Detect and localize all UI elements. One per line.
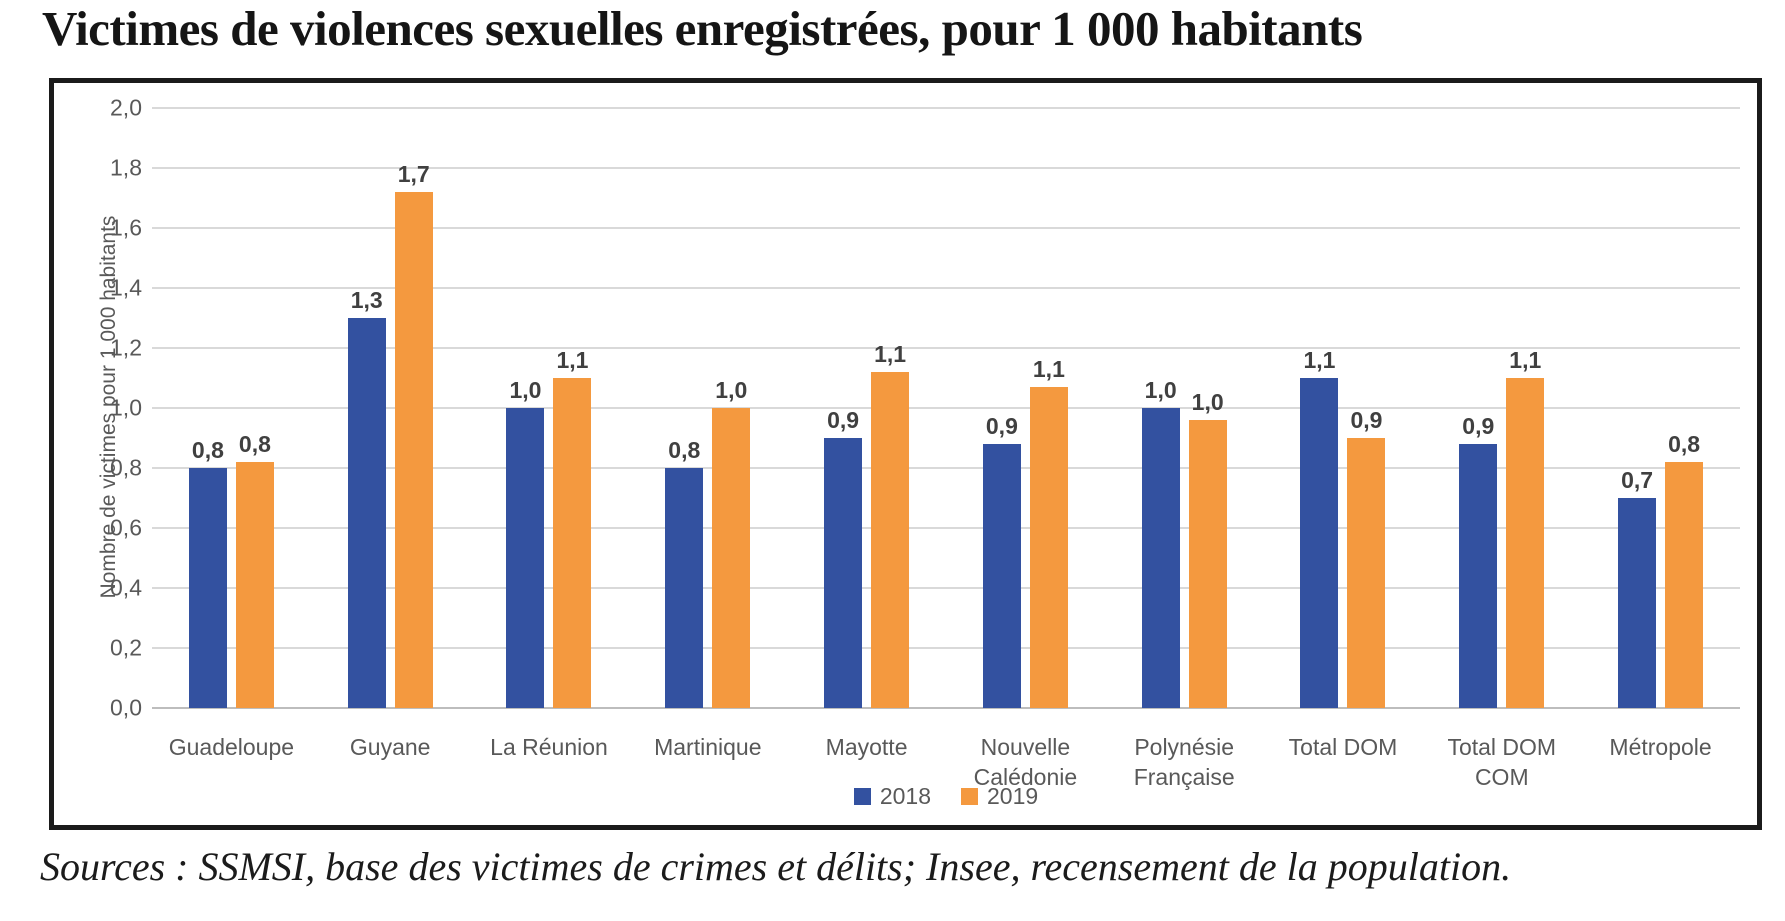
bar-value-label: 1,0 <box>1144 377 1177 403</box>
chart-frame: Nombre de victimes pour 1 000 habitants … <box>49 78 1762 830</box>
bar-value-label: 0,7 <box>1621 467 1654 493</box>
bar-value-label: 0,9 <box>827 407 860 433</box>
y-axis-ticks: 2,0 1,8 1,6 1,4 1,2 1,0 0,8 0,6 0,4 0,2 0,0 <box>72 95 142 721</box>
bar-2019: 1,7 <box>394 161 433 708</box>
bar-group: 0,9 1,1 <box>787 108 946 708</box>
bar-group: 0,8 1,0 <box>628 108 787 708</box>
x-axis-label: Total DOM COM <box>1447 734 1557 790</box>
bar-value-label: 1,0 <box>509 377 542 403</box>
x-axis-label: Mayotte <box>825 734 908 760</box>
bar-2019: 1,0 <box>1188 389 1227 708</box>
y-tick-label: 1,8 <box>110 154 142 181</box>
x-axis-label: Métropole <box>1609 734 1712 760</box>
bar-2019: 1,1 <box>871 341 910 708</box>
bar-group: 1,0 1,1 <box>470 108 629 708</box>
legend-label: 2019 <box>987 783 1039 809</box>
y-tick-label: 0,6 <box>110 514 142 541</box>
legend-item-2018: 2018 <box>853 783 931 810</box>
bar-value-label: 1,3 <box>350 287 383 313</box>
x-axis-label: Martinique <box>654 734 762 760</box>
bar-group: 0,9 1,1 <box>1422 108 1581 708</box>
bar-2019: 1,1 <box>1029 356 1068 708</box>
gridline <box>152 227 1740 229</box>
y-tick-label: 1,6 <box>110 214 142 241</box>
bar-2018: 0,8 <box>188 437 227 708</box>
gridline <box>152 287 1740 289</box>
bar-value-label: 1,1 <box>1032 356 1065 382</box>
bar-2018: 1,1 <box>1300 347 1339 708</box>
bar-group: 1,0 1,0 <box>1105 108 1264 708</box>
bar-value-label: 1,1 <box>1303 347 1336 373</box>
bar-value-label: 1,0 <box>715 377 748 403</box>
bar-2019: 1,0 <box>712 377 751 708</box>
legend-label: 2018 <box>879 783 931 809</box>
bar-2018: 1,0 <box>1141 377 1180 708</box>
gridline <box>152 527 1740 529</box>
legend-item-2019: 2019 <box>961 783 1038 810</box>
bar-2018: 0,9 <box>824 407 863 708</box>
x-axis-label: La Réunion <box>490 734 608 760</box>
x-axis-label: Polynésie Française <box>1133 734 1235 790</box>
bar-value-label: 0,8 <box>668 437 701 463</box>
gridline <box>152 407 1740 409</box>
y-tick-label: 0,0 <box>110 694 142 721</box>
bar-value-label: 1,7 <box>397 161 430 187</box>
bar-value-label: 1,1 <box>1509 347 1542 373</box>
bar-group: 0,7 0,8 <box>1581 108 1740 708</box>
bar-2018: 0,9 <box>982 413 1021 708</box>
y-tick-label: 1,4 <box>110 274 142 301</box>
bar-2018: 0,9 <box>1459 413 1498 708</box>
bar-value-label: 1,1 <box>874 341 907 367</box>
x-axis-label: Guyane <box>349 734 431 760</box>
legend-swatch-icon <box>961 788 978 805</box>
gridline <box>152 167 1740 169</box>
bar-value-label: 0,8 <box>191 437 224 463</box>
bar-2019: 1,1 <box>1506 347 1545 708</box>
legend-swatch-icon <box>853 788 871 805</box>
y-tick-label: 0,2 <box>110 634 142 661</box>
source-line: Sources : SSMSI, base des victimes de cr… <box>40 844 1512 889</box>
bar-2019: 0,9 <box>1347 407 1386 708</box>
plot-area: 0,8 0,8 1,3 1,7 1,0 1,1 0,8 1,0 0,9 1,1 0,9 1,1 1,0 1… <box>152 107 1740 709</box>
chart-legend: 2018 2019 <box>152 783 1740 810</box>
bar-value-label: 0,9 <box>985 413 1018 439</box>
gridline <box>152 107 1740 109</box>
page-title: Victimes de violences sexuelles enregist… <box>42 1 1363 56</box>
y-tick-label: 2,0 <box>110 94 142 121</box>
y-tick-label: 0,8 <box>110 454 142 481</box>
bar-value-label: 0,8 <box>1668 431 1701 457</box>
bar-2019: 0,8 <box>1665 431 1704 708</box>
bar-group: 1,1 0,9 <box>1264 108 1423 708</box>
bar-value-label: 1,1 <box>556 347 589 373</box>
bar-value-label: 0,9 <box>1462 413 1495 439</box>
bar-value-label: 1,0 <box>1191 389 1224 415</box>
bar-2018: 0,8 <box>665 437 704 708</box>
gridline <box>152 347 1740 349</box>
gridline <box>152 707 1740 709</box>
y-tick-label: 0,4 <box>110 574 142 601</box>
bar-2018: 1,0 <box>506 377 545 708</box>
gridline <box>152 647 1740 649</box>
x-axis-label: Guadeloupe <box>168 734 295 760</box>
bar-value-label: 0,9 <box>1350 407 1383 433</box>
bar-2018: 1,3 <box>347 287 386 708</box>
x-axis-label: Total DOM <box>1288 734 1398 760</box>
gridline <box>152 587 1740 589</box>
y-tick-label: 1,2 <box>110 334 142 361</box>
gridline <box>152 467 1740 469</box>
bar-groups: 0,8 0,8 1,3 1,7 1,0 1,1 0,8 1,0 0,9 1,1 0,9 1,1 1,0 1… <box>152 108 1740 708</box>
x-axis-label: Nouvelle Calédonie <box>973 734 1078 790</box>
bar-value-label: 0,8 <box>238 431 271 457</box>
bar-2018: 0,7 <box>1618 467 1657 708</box>
x-axis-labels: Guadeloupe Guyane La Réunion Martinique Mayo… <box>152 733 1740 793</box>
bar-group: 1,3 1,7 <box>311 108 470 708</box>
bar-2019: 1,1 <box>553 347 592 708</box>
y-tick-label: 1,0 <box>110 394 142 421</box>
bar-group: 0,9 1,1 <box>946 108 1105 708</box>
bar-2019: 0,8 <box>235 431 274 708</box>
bar-group: 0,8 0,8 <box>152 108 311 708</box>
